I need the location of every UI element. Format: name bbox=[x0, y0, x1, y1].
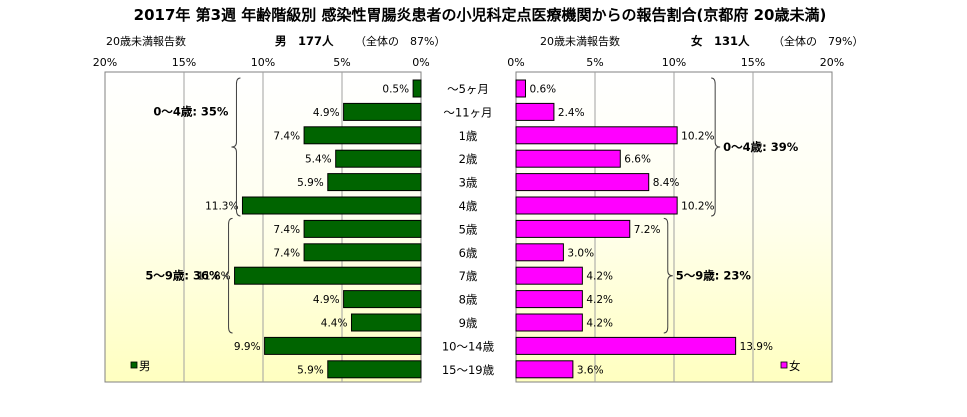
male-data-label: 7.4% bbox=[273, 247, 300, 259]
male-bar bbox=[234, 266, 422, 285]
female-bar bbox=[515, 313, 583, 332]
female-header-share: （全体の 79%） bbox=[773, 34, 863, 48]
female-data-label: 6.6% bbox=[624, 154, 651, 166]
female-tick-label: 0% bbox=[507, 56, 524, 69]
male-panel: 0% 5% 10% 15% 20% 0.5% 4.9% 7.4% 5.4% 5.9% 11.3% 7.… bbox=[93, 56, 430, 383]
female-data-label: 4.2% bbox=[586, 318, 613, 330]
male-tick-label: 0% bbox=[412, 56, 429, 69]
male-header-summary: 男 177人 bbox=[275, 34, 334, 48]
male-header-caption: 20歳未満報告数 bbox=[106, 35, 186, 48]
category-label: 6歳 bbox=[459, 246, 478, 260]
female-tick-label: 10% bbox=[662, 56, 686, 69]
female-bar bbox=[515, 126, 678, 145]
male-bar bbox=[335, 149, 422, 168]
female-data-label: 10.2% bbox=[681, 130, 714, 142]
female-data-label: 4.2% bbox=[586, 271, 613, 283]
male-data-label: 4.4% bbox=[321, 318, 348, 330]
female-data-label: 2.4% bbox=[558, 107, 585, 119]
male-data-label: 11.3% bbox=[205, 201, 238, 213]
male-data-label: 4.9% bbox=[313, 107, 340, 119]
male-bar bbox=[327, 173, 422, 192]
category-label: 5歳 bbox=[459, 222, 478, 236]
female-legend-label: 女 bbox=[789, 359, 801, 373]
male-bar bbox=[303, 219, 422, 238]
chart-title: 2017年 第3週 年齢階級別 感染性胃腸炎患者の小児科定点医療機関からの報告割… bbox=[134, 6, 827, 24]
category-label: 15～19歳 bbox=[442, 363, 495, 377]
male-data-label: 5.9% bbox=[297, 177, 324, 189]
male-bar bbox=[343, 290, 422, 309]
male-header-share: （全体の 87%） bbox=[355, 34, 445, 48]
male-data-label: 7.4% bbox=[273, 130, 300, 142]
male-bar bbox=[303, 243, 422, 262]
male-bar bbox=[303, 126, 422, 145]
female-data-label: 7.2% bbox=[634, 224, 661, 236]
male-group-brace bbox=[223, 217, 233, 334]
male-group-label: 5～9歳: 36% bbox=[145, 269, 221, 283]
male-tick-label: 5% bbox=[333, 56, 350, 69]
female-header-summary: 女 131人 bbox=[691, 34, 750, 48]
female-bar bbox=[515, 336, 737, 355]
female-bar bbox=[515, 243, 564, 262]
male-tick-label: 10% bbox=[251, 56, 275, 69]
female-data-label: 3.0% bbox=[567, 247, 594, 259]
category-label: ～5ヶ月 bbox=[447, 82, 489, 96]
category-label: ～11ヶ月 bbox=[443, 105, 492, 119]
category-label: 7歳 bbox=[459, 269, 478, 283]
category-label: 9歳 bbox=[459, 316, 478, 330]
male-data-label: 5.4% bbox=[305, 154, 332, 166]
category-label: 4歳 bbox=[459, 199, 478, 213]
male-bar bbox=[412, 79, 422, 98]
female-legend-swatch bbox=[780, 361, 788, 369]
female-data-label: 8.4% bbox=[653, 177, 680, 189]
category-label: 10～14歳 bbox=[442, 339, 495, 353]
male-data-label: 7.4% bbox=[273, 224, 300, 236]
male-bar bbox=[350, 313, 422, 332]
male-group-brace bbox=[231, 77, 241, 217]
category-label: 8歳 bbox=[459, 293, 478, 307]
category-label: 3歳 bbox=[459, 176, 478, 190]
female-header-caption: 20歳未満報告数 bbox=[540, 35, 620, 48]
category-label: 1歳 bbox=[459, 129, 478, 143]
male-group-label: 0～4歳: 35% bbox=[153, 104, 229, 118]
female-bar bbox=[515, 196, 678, 215]
category-label: 2歳 bbox=[459, 152, 478, 166]
male-bar bbox=[343, 102, 422, 121]
male-legend-swatch bbox=[130, 361, 138, 369]
female-group-label: 0～4歳: 39% bbox=[723, 140, 799, 154]
female-tick-label: 20% bbox=[820, 56, 844, 69]
female-group-brace bbox=[711, 77, 721, 217]
female-data-label: 3.6% bbox=[577, 364, 604, 376]
male-bar bbox=[264, 336, 422, 355]
female-data-label: 4.2% bbox=[586, 294, 613, 306]
female-bar bbox=[515, 360, 574, 379]
male-tick-label: 15% bbox=[172, 56, 196, 69]
female-group-brace bbox=[663, 217, 673, 334]
male-data-label: 11.8% bbox=[197, 271, 230, 283]
female-group-label: 5～9歳: 23% bbox=[676, 269, 752, 283]
male-legend-label: 男 bbox=[139, 359, 151, 373]
female-tick-label: 15% bbox=[741, 56, 765, 69]
female-panel: 0% 5% 10% 15% 20%0.6%2.4%10.2%6.6%8.4%10.2%7… bbox=[507, 56, 844, 383]
female-bar bbox=[515, 149, 621, 168]
male-data-label: 5.9% bbox=[297, 364, 324, 376]
age-category-labels: ～5ヶ月 ～11ヶ月 1歳 2歳 3歳 4歳 5歳 6歳 7歳 8歳 9歳 10～14歳 15～19歳 bbox=[442, 82, 495, 377]
female-data-label: 0.6% bbox=[529, 84, 556, 96]
female-data-label: 13.9% bbox=[740, 341, 773, 353]
female-bar bbox=[515, 79, 526, 98]
female-bar bbox=[515, 266, 583, 285]
female-bar bbox=[515, 173, 650, 192]
female-data-label: 10.2% bbox=[681, 201, 714, 213]
female-tick-label: 5% bbox=[586, 56, 603, 69]
female-bar bbox=[515, 102, 555, 121]
male-bar bbox=[327, 360, 422, 379]
female-bar bbox=[515, 290, 583, 309]
male-data-label: 0.5% bbox=[382, 84, 409, 96]
male-bar bbox=[241, 196, 422, 215]
male-tick-label: 20% bbox=[93, 56, 117, 69]
male-data-label: 4.9% bbox=[313, 294, 340, 306]
female-bar bbox=[515, 219, 631, 238]
male-data-label: 9.9% bbox=[234, 341, 261, 353]
